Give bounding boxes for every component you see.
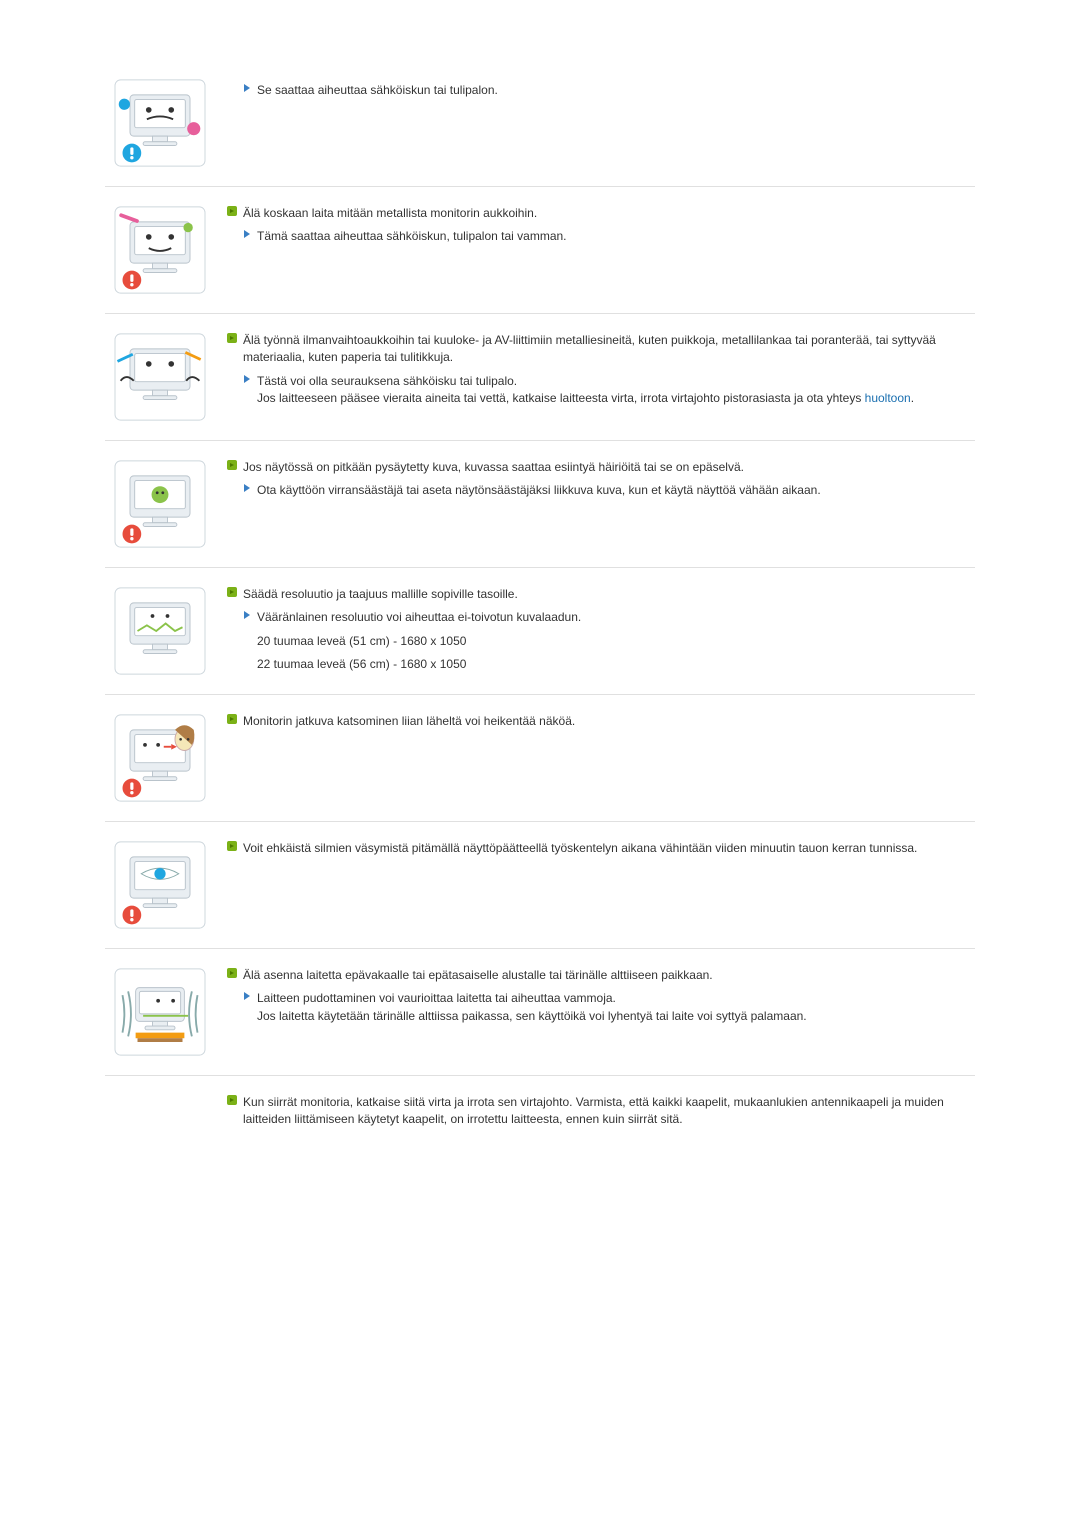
bullet-icon <box>227 968 243 978</box>
section-heading: Älä työnnä ilmanvaihtoaukkoihin tai kuul… <box>243 332 975 367</box>
arrow-icon <box>243 83 257 93</box>
arrow-icon <box>243 229 257 239</box>
sub-line-2: Jos laitetta käytetään tärinälle alttiis… <box>257 1009 807 1023</box>
section-content: Säädä resoluutio ja taajuus mallille sop… <box>215 586 975 674</box>
arrow-icon <box>243 610 257 620</box>
section-content: Jos näytössä on pitkään pysäytetty kuva,… <box>215 459 975 504</box>
section-heading: Älä koskaan laita mitään metallista moni… <box>243 205 975 222</box>
section-content: Älä työnnä ilmanvaihtoaukkoihin tai kuul… <box>215 332 975 412</box>
monitor-still-image-illustration <box>105 459 215 549</box>
safety-section: Jos näytössä on pitkään pysäytetty kuva,… <box>105 441 975 567</box>
section-sub-row: Ota käyttöön virransäästäjä tai aseta nä… <box>243 482 975 499</box>
section-heading: Säädä resoluutio ja taajuus mallille sop… <box>243 586 975 603</box>
monitor-eye-rest-illustration <box>105 840 215 930</box>
sub-line-1: Tämä saattaa aiheuttaa sähköiskun, tulip… <box>257 229 567 243</box>
section-content: Monitorin jatkuva katsominen liian lähel… <box>215 713 975 736</box>
section-heading: Älä asenna laitetta epävakaalle tai epät… <box>243 967 975 984</box>
section-extra-line: 20 tuumaa leveä (51 cm) - 1680 x 1050 <box>257 633 975 650</box>
section-sub-row: Tästä voi olla seurauksena sähköisku tai… <box>243 373 975 408</box>
sub-line-1: Se saattaa aiheuttaa sähköiskun tai tuli… <box>257 83 498 97</box>
safety-section: Älä asenna laitetta epävakaalle tai epät… <box>105 949 975 1075</box>
section-heading-row: Kun siirrät monitoria, katkaise siitä vi… <box>227 1094 975 1129</box>
section-content: Voit ehkäistä silmien väsymistä pitämäll… <box>215 840 975 863</box>
section-heading-row: Säädä resoluutio ja taajuus mallille sop… <box>227 586 975 603</box>
section-extra-line: 22 tuumaa leveä (56 cm) - 1680 x 1050 <box>257 656 975 673</box>
section-heading-row: Älä koskaan laita mitään metallista moni… <box>227 205 975 222</box>
bullet-icon <box>227 333 243 343</box>
section-content: Älä asenna laitetta epävakaalle tai epät… <box>215 967 975 1029</box>
bullet-icon <box>227 206 243 216</box>
safety-section: Älä koskaan laita mitään metallista moni… <box>105 187 975 313</box>
safety-section: Voit ehkäistä silmien väsymistä pitämäll… <box>105 822 975 948</box>
monitor-close-viewer-illustration <box>105 713 215 803</box>
section-heading: Kun siirrät monitoria, katkaise siitä vi… <box>243 1094 975 1129</box>
section-content: Älä koskaan laita mitään metallista moni… <box>215 205 975 250</box>
section-heading: Monitorin jatkuva katsominen liian lähel… <box>243 713 975 730</box>
monitor-vents-tools-illustration <box>105 332 215 422</box>
monitor-unstable-illustration <box>105 967 215 1057</box>
bullet-icon <box>227 460 243 470</box>
monitor-insert-object-illustration <box>105 205 215 295</box>
sub-line-1: Tästä voi olla seurauksena sähköisku tai… <box>257 374 517 388</box>
section-sub-row: Tämä saattaa aiheuttaa sähköiskun, tulip… <box>243 228 975 245</box>
section-sub-text: Tämä saattaa aiheuttaa sähköiskun, tulip… <box>257 228 975 245</box>
arrow-icon <box>243 483 257 493</box>
section-heading-row: Voit ehkäistä silmien väsymistä pitämäll… <box>227 840 975 857</box>
sub-line-1: Laitteen pudottaminen voi vaurioittaa la… <box>257 991 616 1005</box>
safety-section: Säädä resoluutio ja taajuus mallille sop… <box>105 568 975 694</box>
arrow-icon <box>243 374 257 384</box>
section-content: Se saattaa aiheuttaa sähköiskun tai tuli… <box>215 78 975 103</box>
section-heading-row: Jos näytössä on pitkään pysäytetty kuva,… <box>227 459 975 476</box>
service-link[interactable]: huoltoon <box>865 391 911 405</box>
sub-line-2-after: . <box>911 391 914 405</box>
bullet-icon <box>227 841 243 851</box>
section-sub-text: Laitteen pudottaminen voi vaurioittaa la… <box>257 990 975 1025</box>
sub-line-1: Vääränlainen resoluutio voi aiheuttaa ei… <box>257 610 581 624</box>
section-sub-row: Se saattaa aiheuttaa sähköiskun tai tuli… <box>243 82 975 99</box>
bullet-icon <box>227 714 243 724</box>
section-heading: Voit ehkäistä silmien väsymistä pitämäll… <box>243 840 975 857</box>
sub-line-2: Jos laitteeseen pääsee vieraita aineita … <box>257 391 865 405</box>
monitor-resolution-illustration <box>105 586 215 676</box>
safety-section: Monitorin jatkuva katsominen liian lähel… <box>105 695 975 821</box>
arrow-icon <box>243 991 257 1001</box>
section-sub-text: Tästä voi olla seurauksena sähköisku tai… <box>257 373 975 408</box>
safety-section: Se saattaa aiheuttaa sähköiskun tai tuli… <box>105 60 975 186</box>
section-heading-row: Monitorin jatkuva katsominen liian lähel… <box>227 713 975 730</box>
safety-section: Älä työnnä ilmanvaihtoaukkoihin tai kuul… <box>105 314 975 440</box>
section-sub-text: Vääränlainen resoluutio voi aiheuttaa ei… <box>257 609 975 626</box>
section-content: Kun siirrät monitoria, katkaise siitä vi… <box>215 1094 975 1135</box>
safety-section: Kun siirrät monitoria, katkaise siitä vi… <box>105 1076 975 1153</box>
section-heading-row: Älä työnnä ilmanvaihtoaukkoihin tai kuul… <box>227 332 975 367</box>
section-sub-row: Vääränlainen resoluutio voi aiheuttaa ei… <box>243 609 975 626</box>
sub-line-1: Ota käyttöön virransäästäjä tai aseta nä… <box>257 483 821 497</box>
monitor-face-warning-illustration <box>105 78 215 168</box>
section-sub-text: Se saattaa aiheuttaa sähköiskun tai tuli… <box>257 82 975 99</box>
section-sub-row: Laitteen pudottaminen voi vaurioittaa la… <box>243 990 975 1025</box>
section-sub-text: Ota käyttöön virransäästäjä tai aseta nä… <box>257 482 975 499</box>
section-heading: Jos näytössä on pitkään pysäytetty kuva,… <box>243 459 975 476</box>
section-heading-row: Älä asenna laitetta epävakaalle tai epät… <box>227 967 975 984</box>
bullet-icon <box>227 1095 243 1105</box>
bullet-icon <box>227 587 243 597</box>
